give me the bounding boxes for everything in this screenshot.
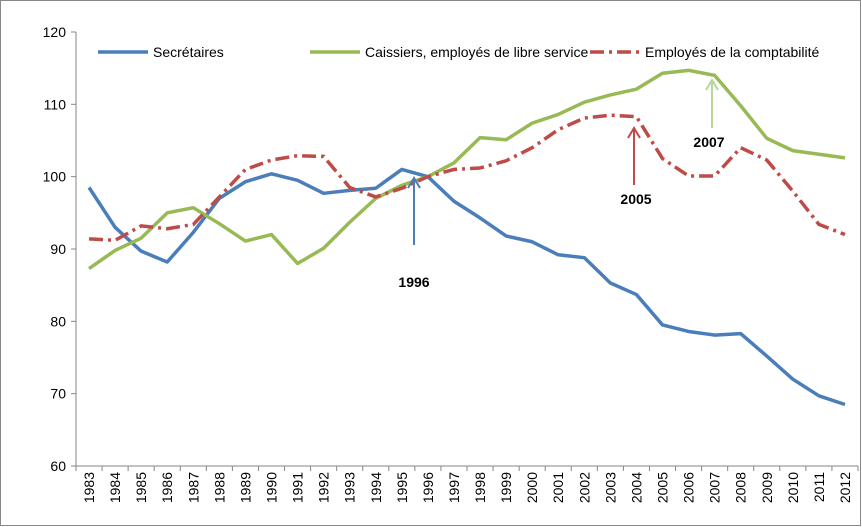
x-tick-label: 1990 [264, 472, 280, 503]
annotation-arrowhead [705, 78, 719, 91]
x-tick-label: 1992 [316, 472, 332, 503]
x-tick-label: 1985 [133, 472, 149, 503]
x-tick-label: 2011 [811, 472, 827, 502]
x-tick-label: 1995 [394, 472, 410, 503]
x-tick-label: 2001 [550, 472, 566, 503]
x-tick-label: 1986 [159, 472, 175, 503]
x-tick-label: 1999 [498, 472, 514, 503]
x-tick-label: 2009 [759, 472, 775, 503]
x-tick-label: 2012 [837, 472, 853, 503]
x-tick-label: 1989 [237, 472, 253, 503]
annotation-arrowhead [407, 176, 421, 189]
x-tick-label: 2003 [602, 472, 618, 503]
legend-label: Secrétaires [153, 44, 224, 60]
y-tick-label: 90 [50, 241, 66, 257]
series-line [88, 113, 846, 243]
x-tick-label: 2008 [733, 472, 749, 503]
x-tick-label: 2005 [655, 472, 671, 503]
x-tick-label: 2004 [628, 472, 644, 503]
x-tick-label: 1984 [107, 472, 123, 503]
y-tick-label: 120 [43, 24, 67, 40]
annotation-arrowhead [627, 126, 641, 139]
y-tick-label: 110 [44, 96, 67, 112]
x-tick-label: 1996 [420, 472, 436, 503]
x-tick-label: 1991 [290, 472, 306, 503]
series-line [88, 68, 846, 270]
y-tick-label: 70 [50, 386, 66, 402]
annotation-label: 2005 [620, 191, 651, 207]
x-tick-label: 2002 [576, 472, 592, 503]
x-tick-label: 1987 [185, 472, 201, 503]
x-tick-label: 1994 [368, 472, 384, 503]
y-tick-label: 60 [50, 458, 66, 474]
x-tick-label: 2010 [785, 472, 801, 503]
x-tick-label: 2006 [681, 472, 697, 503]
y-tick-label: 80 [50, 313, 66, 329]
legend-label: Caissiers, employés de libre service [365, 44, 589, 60]
legend-label: Employés de la comptabilité [645, 44, 820, 60]
x-tick-label: 2007 [707, 472, 723, 503]
x-tick-label: 1998 [472, 472, 488, 503]
annotation-label: 2007 [693, 134, 724, 150]
y-tick-label: 100 [43, 169, 67, 185]
annotation-label: 1996 [398, 274, 429, 290]
x-tick-label: 1988 [211, 472, 227, 503]
x-tick-label: 1997 [446, 472, 462, 503]
x-tick-label: 1983 [81, 472, 97, 503]
x-tick-label: 2000 [524, 472, 540, 503]
x-tick-label: 1993 [342, 472, 358, 503]
